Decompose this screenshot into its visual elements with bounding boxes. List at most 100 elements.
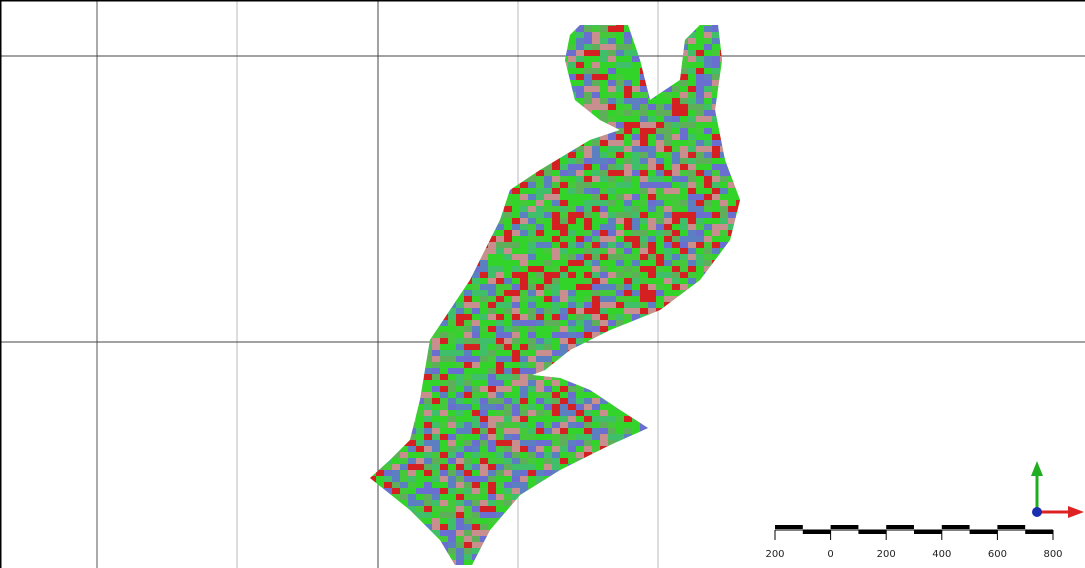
surface-patch bbox=[576, 296, 584, 302]
surface-patch bbox=[544, 422, 552, 428]
surface-patch bbox=[672, 182, 680, 188]
surface-patch bbox=[472, 428, 480, 434]
surface-patch bbox=[632, 92, 640, 98]
surface-patch bbox=[440, 338, 448, 344]
surface-patch bbox=[632, 236, 640, 242]
scale-segment bbox=[1025, 530, 1053, 534]
surface-patch bbox=[560, 248, 568, 254]
surface-patch bbox=[448, 488, 456, 494]
surface-patch bbox=[680, 158, 688, 164]
surface-patch bbox=[464, 320, 472, 326]
surface-patch bbox=[704, 116, 712, 122]
surface-patch bbox=[600, 224, 608, 230]
surface-patch bbox=[552, 158, 560, 164]
surface-patch bbox=[464, 314, 472, 320]
surface-patch bbox=[592, 164, 600, 170]
surface-patch bbox=[528, 386, 536, 392]
surface-patch bbox=[600, 38, 608, 44]
surface-patch bbox=[624, 104, 632, 110]
surface-patch bbox=[680, 128, 688, 134]
surface-patch bbox=[648, 146, 656, 152]
surface-patch bbox=[672, 290, 680, 296]
surface-patch bbox=[480, 494, 488, 500]
surface-patch bbox=[456, 296, 464, 302]
surface-patch bbox=[480, 404, 488, 410]
surface-patch bbox=[528, 422, 536, 428]
surface-patch bbox=[552, 446, 560, 452]
surface-patch bbox=[488, 458, 496, 464]
surface-patch bbox=[704, 158, 712, 164]
surface-patch bbox=[712, 206, 720, 212]
surface-patch bbox=[600, 398, 608, 404]
surface-patch bbox=[528, 290, 536, 296]
surface-patch bbox=[464, 548, 472, 554]
surface-patch bbox=[496, 422, 504, 428]
surface-patch bbox=[536, 242, 544, 248]
surface-patch bbox=[624, 80, 632, 86]
surface-patch bbox=[544, 320, 552, 326]
surface-patch bbox=[504, 230, 512, 236]
surface-patch bbox=[544, 338, 552, 344]
surface-patch bbox=[472, 554, 480, 560]
surface-patch bbox=[480, 434, 488, 440]
surface-patch bbox=[712, 212, 720, 218]
surface-patch bbox=[568, 152, 576, 158]
surface-patch bbox=[528, 344, 536, 350]
surface-patch bbox=[704, 56, 712, 62]
surface-patch bbox=[472, 524, 480, 530]
surface-patch bbox=[592, 218, 600, 224]
surface-patch bbox=[488, 362, 496, 368]
surface-patch bbox=[440, 404, 448, 410]
surface-patch bbox=[456, 518, 464, 524]
surface-patch bbox=[608, 326, 616, 332]
surface-patch bbox=[624, 254, 632, 260]
surface-patch bbox=[512, 302, 520, 308]
surface-patch bbox=[568, 260, 576, 266]
surface-patch bbox=[544, 434, 552, 440]
surface-patch bbox=[584, 422, 592, 428]
surface-patch bbox=[528, 440, 536, 446]
surface-patch bbox=[656, 302, 664, 308]
surface-patch bbox=[416, 500, 424, 506]
surface-patch bbox=[544, 410, 552, 416]
surface-patch bbox=[512, 470, 520, 476]
surface-patch bbox=[472, 392, 480, 398]
surface-patch bbox=[440, 512, 448, 518]
surface-patch bbox=[616, 164, 624, 170]
surface-patch bbox=[704, 242, 712, 248]
surface-patch bbox=[648, 206, 656, 212]
surface-patch bbox=[472, 350, 480, 356]
surface-patch bbox=[512, 434, 520, 440]
surface-patch bbox=[664, 254, 672, 260]
surface-patch bbox=[528, 260, 536, 266]
surface-patch bbox=[456, 512, 464, 518]
surface-patch bbox=[536, 218, 544, 224]
surface-patch bbox=[544, 326, 552, 332]
surface-patch bbox=[488, 392, 496, 398]
surface-patch bbox=[624, 158, 632, 164]
surface-patch bbox=[488, 434, 496, 440]
surface-patch bbox=[696, 242, 704, 248]
surface-patch bbox=[632, 284, 640, 290]
surface-patch bbox=[480, 320, 488, 326]
surface-patch bbox=[616, 416, 624, 422]
surface-patch bbox=[536, 326, 544, 332]
surface-patch bbox=[672, 266, 680, 272]
surface-patch bbox=[472, 356, 480, 362]
surface-patch bbox=[712, 68, 720, 74]
surface-patch bbox=[520, 230, 528, 236]
surface-patch bbox=[432, 512, 440, 518]
surface-patch bbox=[688, 266, 696, 272]
surface-patch bbox=[496, 218, 504, 224]
surface-patch bbox=[616, 284, 624, 290]
surface-patch bbox=[592, 68, 600, 74]
surface-patch bbox=[488, 326, 496, 332]
surface-patch bbox=[528, 380, 536, 386]
surface-patch bbox=[624, 74, 632, 80]
surface-patch bbox=[544, 212, 552, 218]
surface-patch bbox=[504, 266, 512, 272]
surface-patch bbox=[560, 332, 568, 338]
surface-patch bbox=[536, 194, 544, 200]
surface-patch bbox=[480, 458, 488, 464]
surface-patch bbox=[696, 86, 704, 92]
